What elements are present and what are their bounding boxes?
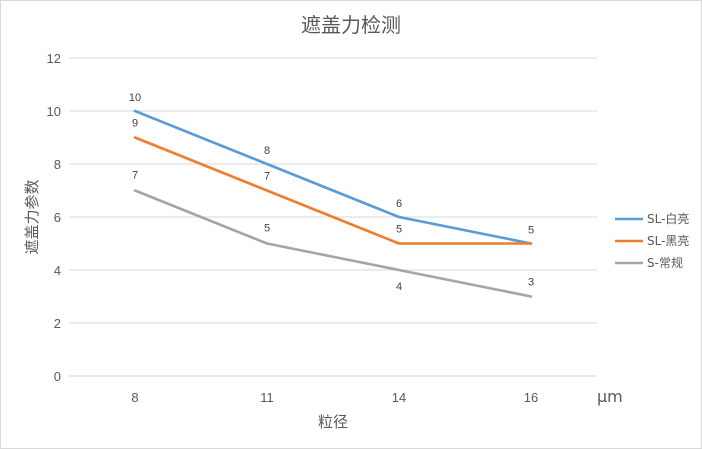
y-tick-label: 0 <box>54 369 61 384</box>
y-tick-label: 10 <box>47 104 61 119</box>
series-line-2 <box>133 136 533 245</box>
y-tick-label: 12 <box>47 51 61 66</box>
gridlines <box>69 57 597 377</box>
x-axis-ticks: 8 11 14 16 <box>131 390 538 405</box>
y-tick-label: 6 <box>54 210 61 225</box>
legend-label: SL-白亮 <box>647 211 689 226</box>
data-label: 8 <box>264 145 270 157</box>
data-label: 10 <box>129 92 141 104</box>
data-labels: 10 8 6 5 9 7 5 7 5 4 3 <box>129 92 534 293</box>
data-label: 7 <box>264 171 270 183</box>
legend: SL-白亮 SL-黑亮 S-常规 <box>615 211 689 270</box>
data-label: 3 <box>528 277 534 289</box>
data-label: 6 <box>396 198 402 210</box>
data-label: 9 <box>132 118 138 130</box>
series-line-1 <box>133 109 533 245</box>
y-tick-label: 2 <box>54 316 61 331</box>
x-tick-label: 11 <box>260 390 274 405</box>
series-lines <box>133 109 533 298</box>
series-line-3 <box>133 189 533 298</box>
legend-label: S-常规 <box>647 255 683 270</box>
data-label: 5 <box>396 224 402 236</box>
data-label: 7 <box>132 170 138 182</box>
data-label: 5 <box>264 223 270 235</box>
data-label: 4 <box>396 281 402 293</box>
y-tick-label: 8 <box>54 157 61 172</box>
legend-label: SL-黑亮 <box>647 233 689 248</box>
x-axis-unit: μm <box>597 387 623 406</box>
x-tick-label: 8 <box>131 390 138 405</box>
x-tick-label: 14 <box>392 390 406 405</box>
data-label: 5 <box>528 225 534 237</box>
chart-title: 遮盖力检测 <box>301 13 401 37</box>
y-axis-label: 遮盖力参数 <box>23 179 41 254</box>
y-tick-label: 4 <box>54 263 61 278</box>
x-tick-label: 16 <box>524 390 538 405</box>
y-axis-ticks: 0 2 4 6 8 10 12 <box>47 51 61 384</box>
x-axis-label: 粒径 <box>318 413 348 431</box>
